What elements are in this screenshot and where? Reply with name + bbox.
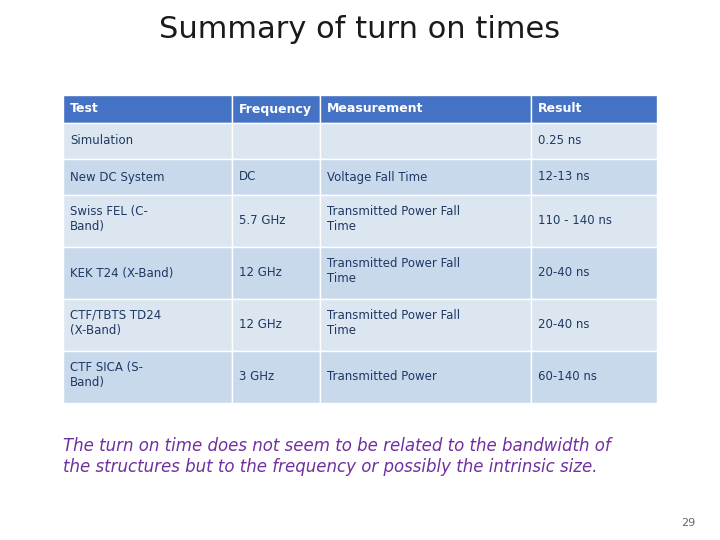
Bar [531,123,657,159]
Text: Transmitted Power Fall
Time: Transmitted Power Fall Time [327,205,460,233]
Bar [63,159,233,195]
Text: New DC System: New DC System [70,171,164,184]
Bar [531,299,657,351]
Bar [531,195,657,247]
Bar [63,351,233,403]
Bar [233,247,320,299]
Bar [63,299,233,351]
Bar [233,159,320,195]
Bar [320,195,531,247]
Bar [320,351,531,403]
Bar [63,123,233,159]
Bar [320,299,531,351]
Text: 20-40 ns: 20-40 ns [538,267,590,280]
Text: 0.25 ns: 0.25 ns [538,134,582,147]
Bar [63,95,233,123]
Text: CTF SICA (S-
Band): CTF SICA (S- Band) [70,361,143,389]
Bar [63,247,233,299]
Text: KEK T24 (X-Band): KEK T24 (X-Band) [70,267,174,280]
Text: 20-40 ns: 20-40 ns [538,319,590,332]
Bar [531,95,657,123]
Bar [233,351,320,403]
Text: 5.7 GHz: 5.7 GHz [239,214,286,227]
Bar [320,123,531,159]
Bar [531,159,657,195]
Text: 12 GHz: 12 GHz [239,267,282,280]
Text: Simulation: Simulation [70,134,133,147]
Text: Voltage Fall Time: Voltage Fall Time [327,171,428,184]
Text: DC: DC [239,171,256,184]
Bar [233,123,320,159]
Text: 60-140 ns: 60-140 ns [538,370,597,383]
Text: Transmitted Power: Transmitted Power [327,370,437,383]
Text: Result: Result [538,103,582,116]
Text: CTF/TBTS TD24
(X-Band): CTF/TBTS TD24 (X-Band) [70,309,161,337]
Text: 12-13 ns: 12-13 ns [538,171,590,184]
Text: 29: 29 [680,518,695,528]
Text: Summary of turn on times: Summary of turn on times [159,16,561,44]
Text: 12 GHz: 12 GHz [239,319,282,332]
Bar [233,95,320,123]
Bar [63,195,233,247]
Bar [531,351,657,403]
Text: Transmitted Power Fall
Time: Transmitted Power Fall Time [327,257,460,285]
Bar [233,299,320,351]
Text: Transmitted Power Fall
Time: Transmitted Power Fall Time [327,309,460,337]
Text: Test: Test [70,103,99,116]
Bar [320,159,531,195]
Text: 110 - 140 ns: 110 - 140 ns [538,214,612,227]
Text: Swiss FEL (C-
Band): Swiss FEL (C- Band) [70,205,148,233]
Bar [233,195,320,247]
Bar [320,95,531,123]
Text: 3 GHz: 3 GHz [239,370,274,383]
Text: Frequency: Frequency [239,103,312,116]
Text: The turn on time does not seem to be related to the bandwidth of
the structures : The turn on time does not seem to be rel… [63,437,611,476]
Bar [320,247,531,299]
Bar [531,247,657,299]
Text: Measurement: Measurement [327,103,423,116]
